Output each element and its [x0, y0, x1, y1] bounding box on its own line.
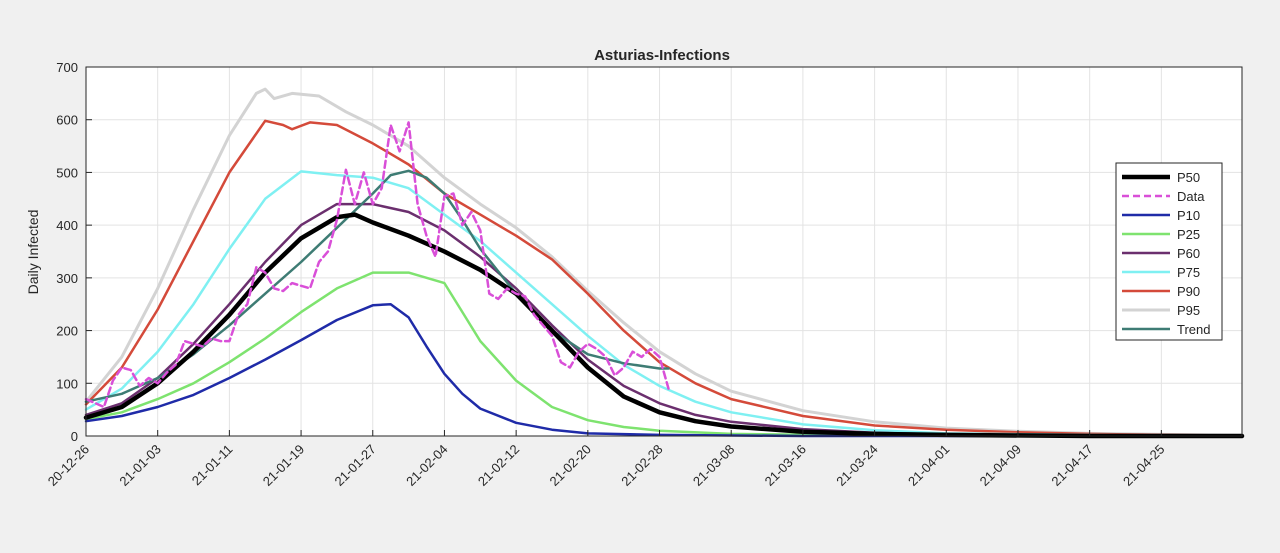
- x-tick-label: 20-12-26: [45, 442, 92, 489]
- plot-frame: [85, 66, 1243, 437]
- x-tick-label: 21-01-11: [189, 442, 236, 489]
- legend-label-p25: P25: [1177, 227, 1200, 242]
- legend-label-p75: P75: [1177, 265, 1200, 280]
- x-tick-label: 21-04-17: [1048, 442, 1095, 489]
- series-line-p75: [84, 170, 1244, 438]
- series-lines: [83, 87, 1245, 439]
- y-tick-label: 100: [56, 376, 78, 391]
- x-tick-label: 21-02-28: [618, 442, 665, 489]
- chart-title: Asturias-Infections: [594, 47, 730, 64]
- x-tick-labels: 20-12-26 21-01-03 21-01-11 21-01-19 21-01-27…: [45, 430, 1167, 489]
- y-tick-label: 700: [56, 60, 78, 75]
- x-tick-label: 21-02-12: [475, 442, 522, 489]
- legend-label-p50: P50: [1177, 170, 1200, 185]
- legend-label-data: Data: [1177, 189, 1205, 204]
- x-tick-label: 21-01-27: [331, 442, 378, 489]
- y-axis-label: Daily Infected: [25, 210, 41, 295]
- x-tick-label: 21-03-16: [762, 442, 809, 489]
- x-tick-label: 21-02-04: [403, 442, 450, 489]
- x-tick-label: 21-01-19: [260, 442, 307, 489]
- series-line-p95: [84, 87, 1244, 437]
- x-tick-label: 21-04-01: [905, 442, 952, 489]
- legend-box: [1115, 162, 1223, 341]
- legend-label-p95: P95: [1177, 303, 1200, 318]
- series-line-p90: [84, 119, 1244, 437]
- plot-area: [86, 67, 1242, 436]
- y-tick-label: 0: [71, 429, 78, 444]
- legend-label-p90: P90: [1177, 284, 1200, 299]
- x-tick-label: 21-03-24: [833, 442, 880, 489]
- legend-label-p60: P60: [1177, 246, 1200, 261]
- legend-label-trend: Trend: [1177, 322, 1210, 337]
- y-tick-label: 200: [56, 324, 78, 339]
- y-tick-label: 300: [56, 271, 78, 286]
- y-tick-label: 500: [56, 165, 78, 180]
- legend: P50 Data P10 P25 P60 P75 P90 P95 Trend: [1115, 162, 1223, 341]
- series-line-data: [84, 121, 670, 409]
- x-tick-label: 21-04-09: [977, 442, 1024, 489]
- series-line-p10: [84, 302, 1244, 438]
- x-tick-label: 21-04-25: [1120, 442, 1167, 489]
- x-tick-label: 21-02-20: [547, 442, 594, 489]
- x-tick-label: 21-01-03: [116, 442, 163, 489]
- y-tick-label: 400: [56, 218, 78, 233]
- y-tick-labels: 0 100 200 300 400 500 600 700: [56, 60, 92, 444]
- y-tick-label: 600: [56, 113, 78, 128]
- x-tick-label: 21-03-08: [690, 442, 737, 489]
- series-line-p25: [84, 271, 1244, 438]
- legend-label-p10: P10: [1177, 208, 1200, 223]
